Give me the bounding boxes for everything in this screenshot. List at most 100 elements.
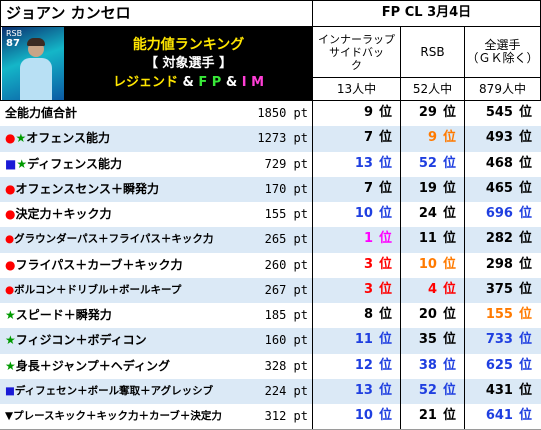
rank-unit: 位 [518,256,532,272]
rank-cell: 465 位 [465,178,540,202]
row-points: 185 pt [264,308,308,322]
table-row [0,303,541,329]
rank-cell: 29 位 [401,102,464,126]
row-label-text: オフェンスセンス＋瞬発力 [15,181,160,196]
rank-value: 468 [485,155,513,171]
row-points: 224 pt [264,383,308,398]
rank-unit: 位 [518,206,532,221]
rank-cell: 696 位 [465,203,540,227]
rank-value: 19 [418,180,437,196]
target-im: I M [241,75,265,90]
table-row [0,126,541,152]
rank-unit: 位 [442,256,456,272]
rank-value: 696 [485,206,513,221]
rank-unit: 位 [442,332,456,348]
rank-unit: 位 [518,155,532,171]
rank-unit: 位 [378,155,392,171]
rank-unit: 位 [518,408,532,423]
rank-cell: 13 位 [313,380,400,404]
rank-value: 9 [363,105,373,120]
rank-cell: 12 位 [313,355,400,379]
row-marker-icon: ● [5,257,16,272]
row-label: ■ディフェセン＋ボール奪取＋アグレッシブ [2,380,252,404]
row-label: ●ボルコン＋ドリブル＋ボールキープ [2,279,252,303]
ranking-banner: 能力値ランキング 【 対象選手 】 レジェンド & F P & I M [65,27,312,100]
rank-unit: 位 [442,206,456,221]
row-marker-icon: ★ [16,156,28,171]
rank-cell: 155 位 [465,304,540,328]
rank-value: 10 [418,256,437,272]
target-fp: F P [198,75,222,90]
row-label: ■★ディフェンス能力 [2,153,252,177]
row-label-text: 身長＋ジャンプ＋ヘディング [15,358,170,373]
rank-cell: 10 位 [401,254,464,278]
row-points: 170 pt [264,181,308,196]
count-all-players: 879人中 [479,82,526,96]
rank-value: 35 [418,332,437,348]
table-row [0,101,541,127]
rank-unit: 位 [378,105,392,120]
row-label-text: フィジコン＋ボディコン [15,333,147,348]
rank-unit: 位 [378,382,392,398]
column-header-inner-lap-line3: ク [351,58,362,72]
rank-unit: 位 [518,130,532,146]
rank-unit: 位 [442,130,456,146]
rank-value: 38 [418,357,437,373]
row-label: ●フライパス＋カーブ＋キック力 [2,254,252,278]
rank-unit: 位 [378,180,392,196]
rank-value: 20 [418,307,437,322]
table-row [0,328,541,354]
table-row [0,353,541,379]
rank-cell: 625 位 [465,355,540,379]
rank-unit: 位 [518,382,532,398]
rank-value: 8 [363,307,373,322]
rank-value: 7 [363,130,373,146]
row-label-text: ボルコン＋ドリブル＋ボールキープ [14,283,182,296]
row-label-text: 決定力＋キック力 [15,207,112,221]
row-points: 729 pt [264,156,308,171]
rank-unit: 位 [442,357,456,373]
rank-cell: 11 位 [313,329,400,353]
row-marker-icon: ● [5,131,16,146]
rank-value: 733 [485,332,513,348]
rank-value: 4 [427,281,437,297]
rank-cell: 11 位 [401,228,464,252]
rank-unit: 位 [518,332,532,348]
row-label: ★スピード＋瞬発力 [2,304,252,328]
row-points: 312 pt [264,409,308,423]
count-rsb: 52人中 [412,82,453,96]
rank-value: 3 [363,256,373,272]
card-rating: 87 [6,38,20,49]
rank-value: 21 [418,408,437,423]
rank-cell: 20 位 [401,304,464,328]
rank-value: 11 [354,332,373,348]
row-label-text: プレースキック＋キック力＋カーブ＋決定力 [13,410,222,422]
rank-cell: 10 位 [313,203,400,227]
row-label: ●決定力＋キック力 [2,203,252,227]
rank-unit: 位 [378,256,392,272]
rank-cell: 21 位 [401,405,464,429]
rank-unit: 位 [442,180,456,196]
rank-value: 9 [427,130,437,146]
rank-value: 10 [354,408,373,423]
rank-value: 24 [418,206,437,221]
column-header-inner-lap-line2: サイドバッ [329,45,384,59]
row-points: 267 pt [264,282,308,297]
date-label: FP CL 3月4日 [381,5,472,20]
rank-value: 10 [354,206,373,221]
rank-unit: 位 [378,206,392,221]
rank-cell: 24 位 [401,203,464,227]
table-row [0,404,541,430]
rank-cell: 545 位 [465,102,540,126]
row-label-text: スピード＋瞬発力 [15,308,112,322]
rank-unit: 位 [518,105,532,120]
row-points: 1850 pt [257,106,308,120]
row-label-text: グラウンダーパス＋フライパス＋キック力 [14,233,214,246]
rank-value: 13 [354,382,373,398]
